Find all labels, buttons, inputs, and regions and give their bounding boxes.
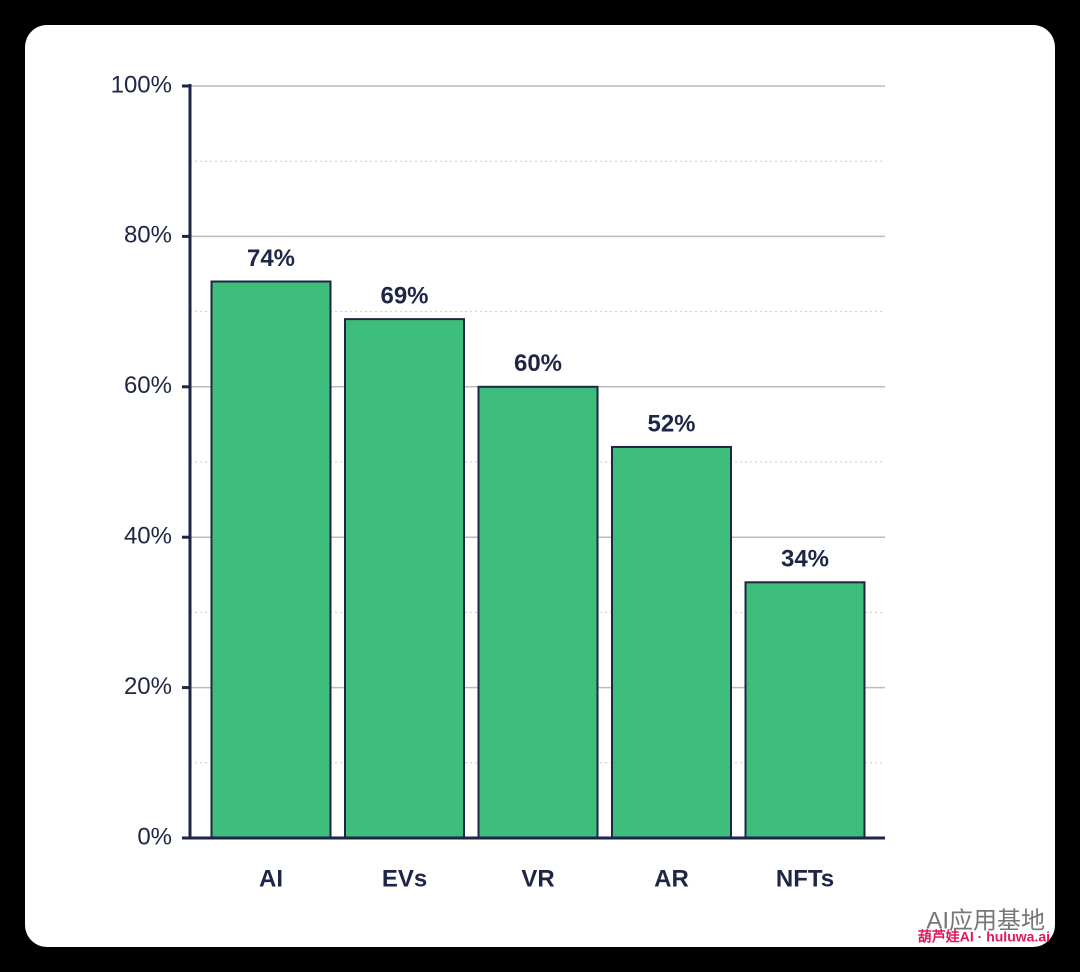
bar <box>611 445 732 839</box>
y-tick-label: 100% <box>111 71 172 98</box>
x-tick-label: AI <box>259 865 283 892</box>
x-tick-label: NFTs <box>776 865 834 892</box>
watermark-account: AI应用基地 <box>926 907 1045 934</box>
value-label: 60% <box>514 350 562 377</box>
value-label: 52% <box>647 410 695 437</box>
x-tick-label: VR <box>521 865 554 892</box>
y-tick-label: 40% <box>124 523 172 550</box>
y-tick-label: 0% <box>137 823 172 850</box>
y-tick-label: 60% <box>124 372 172 399</box>
x-tick-label: AR <box>654 865 689 892</box>
y-tick-label: 80% <box>124 222 172 249</box>
bar <box>344 318 465 839</box>
value-label: 69% <box>380 282 428 309</box>
value-label: 34% <box>781 546 829 573</box>
watermark-source: 葫芦娃AI · huluwa.ai <box>918 929 1050 945</box>
bar <box>477 385 599 839</box>
value-label: 74% <box>247 245 295 272</box>
bar <box>744 581 866 839</box>
bar <box>210 280 332 839</box>
y-tick-label: 20% <box>124 673 172 700</box>
x-tick-label: EVs <box>382 865 427 892</box>
